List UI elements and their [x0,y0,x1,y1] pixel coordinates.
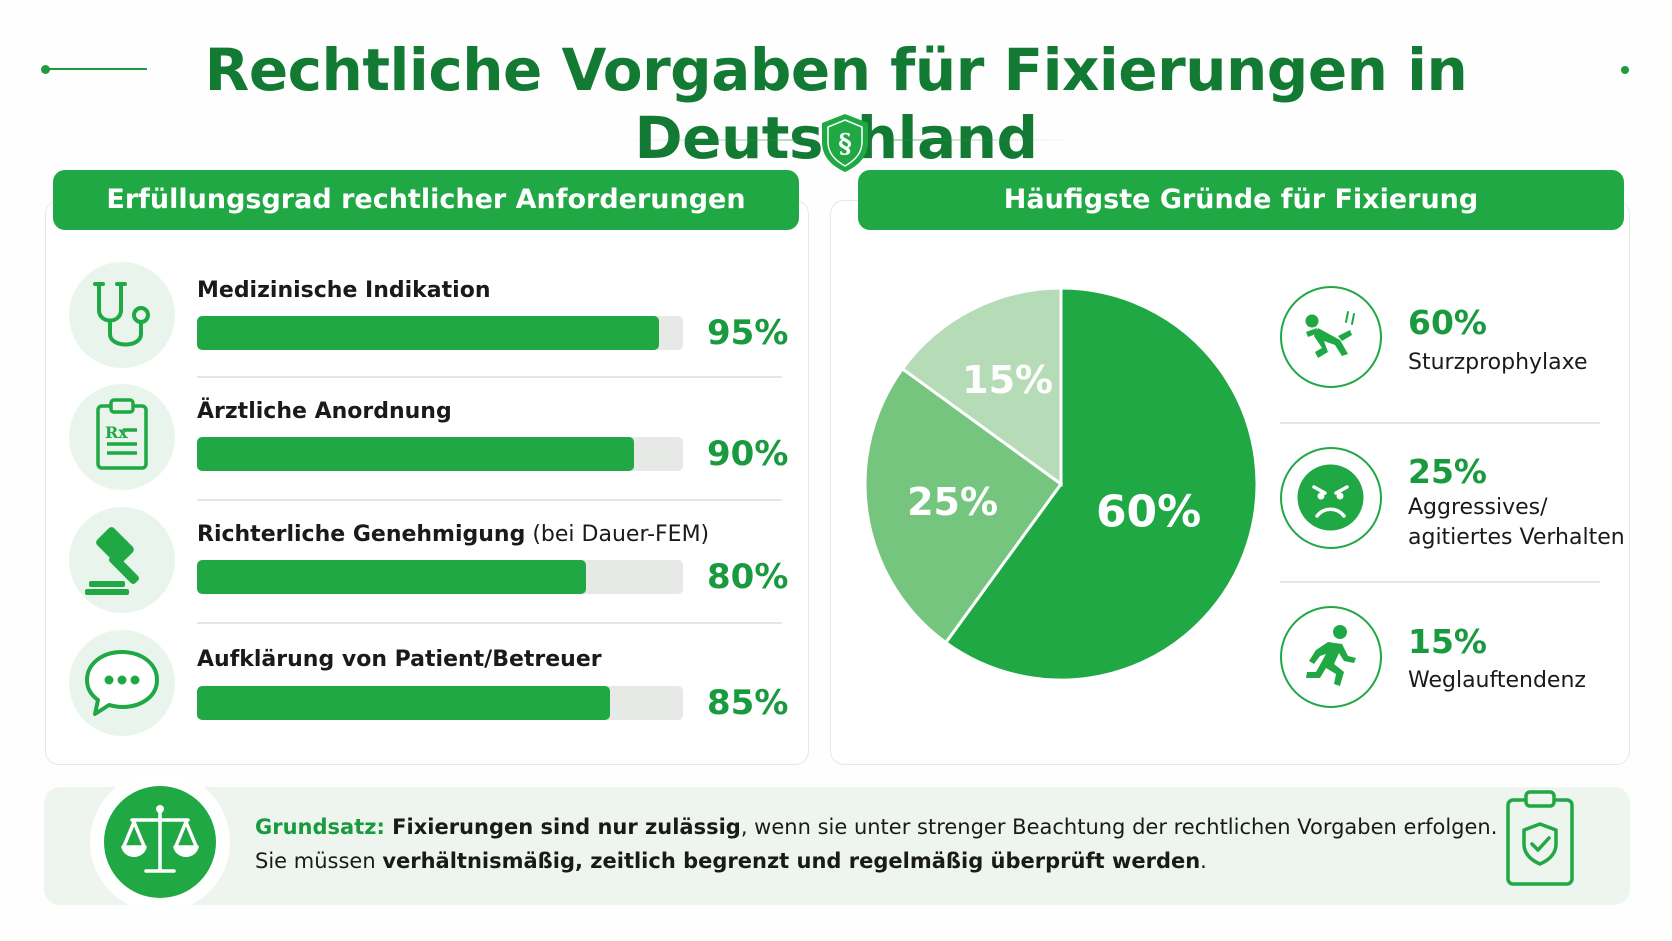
pie-slice-weglauftendenz [900,286,1063,487]
pie-slice-sturzprophylaxe [943,286,1259,682]
req-label-richterliche-genehmigung: Richterliche Genehmigung (bei Dauer-FEM) [197,522,710,547]
bar-value-label: 85% [707,683,789,723]
shield-clipboard-icon [1500,786,1580,890]
running-person-icon [1280,606,1382,708]
req-label-medizinische-indikation: Medizinische Indikation [197,278,491,303]
falling-person-icon [1280,286,1382,388]
svg-text:§: § [838,129,852,159]
prescription-clipboard-icon: Rx [69,384,175,490]
paragraph-shield-icon: § [818,112,872,174]
req-label-aerztliche-anordnung: Ärztliche Anordnung [197,399,452,424]
shield-rule-left [628,139,798,141]
legend-label-weglauftendenz: Weglauftendenz [1408,668,1586,693]
bar-value-label: 95% [707,313,789,353]
row-divider [197,376,782,378]
principle-line-2: Sie müssen verhältnismäßig, zeitlich beg… [255,849,1207,873]
bar-track-2 [197,437,683,471]
principle-line-1: Grundsatz: Fixierungen sind nur zulässig… [255,815,1498,839]
pie-label-25: 25% [907,480,998,524]
pie-slice-aggressives-verhalten [863,366,1064,645]
row-divider [197,499,782,501]
angry-face-icon [1280,447,1382,549]
bar-value-label: 90% [707,434,789,474]
title-rule-left [45,68,147,70]
legend-pct-sturzprophylaxe: 60% [1408,303,1487,342]
bar-track-3 [197,560,683,594]
bar-value-label: 80% [707,557,789,597]
principle-text: Grundsatz: Fixierungen sind nur zulässig… [255,810,1497,878]
legend-divider [1280,422,1600,424]
legend-label-sturzprophylaxe: Sturzprophylaxe [1408,350,1588,375]
pie-chart: 60% 25% 15% [863,286,1259,682]
reasons-panel-header: Häufigste Gründe für Fixierung [858,170,1624,230]
principle-footer [44,787,1630,905]
gavel-icon [69,507,175,613]
bar-aufklaerung [197,686,611,720]
bar-aerztliche-anordnung [197,437,635,471]
bar-track-4 [197,686,683,720]
pie-label-60: 60% [1096,486,1201,537]
req-label-aufklaerung: Aufklärung von Patient/Betreuer [197,647,602,672]
pie-label-15: 15% [962,358,1053,402]
requirements-panel-header: Erfüllungsgrad rechtlicher Anforderungen [53,170,799,230]
legend-pct-weglauftendenz: 15% [1408,622,1487,661]
svg-text:Rx: Rx [105,423,128,442]
title-dot-right [1621,66,1629,74]
row-divider [197,622,782,624]
legend-label-aggressives-verhalten: Aggressives/agitiertes Verhalten [1408,495,1625,550]
bar-track-1 [197,316,683,350]
bar-richterliche-genehmigung [197,560,586,594]
stethoscope-icon [69,262,175,368]
shield-rule-right [892,139,1072,141]
legend-divider [1280,581,1600,583]
speech-bubble-icon [69,630,175,736]
bar-medizinische-indikation [197,316,659,350]
legend-pct-aggressives-verhalten: 25% [1408,452,1487,491]
scales-of-justice-icon [88,770,232,914]
